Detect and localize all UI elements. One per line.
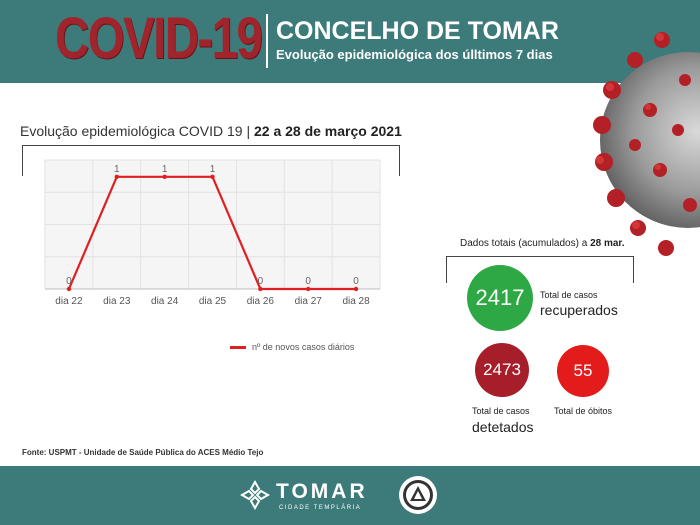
legend-label: nº de novos casos diários — [252, 342, 355, 352]
covid-title: COVID-19 — [55, 6, 263, 71]
detetados-label-1: Total de casos — [472, 406, 530, 416]
data-point — [66, 286, 72, 292]
chart-title-range: 22 a 28 de março 2021 — [253, 123, 402, 139]
detetados-circle: 2473 — [475, 343, 529, 397]
banner-subtitle: Evolução epidemiológica dos úlltimos 7 d… — [276, 47, 553, 62]
legend-swatch — [230, 345, 246, 349]
footer-brand: TOMAR — [276, 480, 368, 503]
place-title: CONCELHO DE TOMAR — [276, 17, 559, 45]
detetados-label-2: detetados — [472, 419, 534, 435]
chart-legend: nº de novos casos diários — [230, 342, 354, 352]
x-tick-label: dia 26 — [247, 296, 275, 307]
recuperados-label-1: Total de casos — [540, 290, 598, 300]
footer-brand-sub: CIDADE TEMPLÁRIA — [279, 505, 362, 511]
chart-title: Evolução epidemiológica COVID 19 | 22 a … — [20, 122, 402, 140]
data-label: 0 — [66, 276, 72, 287]
data-label: 0 — [305, 276, 311, 287]
chart-bracket — [22, 145, 400, 176]
recuperados-value: 2417 — [475, 285, 525, 310]
x-tick-label: dia 22 — [55, 296, 83, 307]
x-tick-label: dia 23 — [103, 296, 131, 307]
totals-label-prefix: Dados totais (acumulados) a — [460, 238, 591, 249]
banner-divider — [266, 14, 268, 68]
data-label: 0 — [353, 276, 359, 287]
data-label: 1 — [210, 164, 216, 175]
x-tick-label: dia 28 — [342, 296, 370, 307]
totals-label-date: 28 mar. — [590, 238, 625, 249]
recuperados-circle: 2417 — [467, 265, 533, 331]
header-banner — [0, 0, 700, 83]
data-label: 1 — [114, 164, 120, 175]
municipal-seal-icon — [399, 476, 437, 514]
data-point — [210, 174, 215, 180]
obitos-circle: 55 — [557, 345, 609, 397]
footer-banner — [0, 466, 700, 525]
x-tick-label: dia 27 — [295, 296, 323, 307]
obitos-label: Total de óbitos — [554, 406, 613, 416]
data-point — [114, 174, 119, 180]
x-tick-label: dia 24 — [151, 296, 179, 307]
data-label: 0 — [258, 276, 264, 287]
data-label: 1 — [162, 164, 168, 175]
detetados-value: 2473 — [483, 360, 521, 379]
obitos-value: 55 — [573, 361, 593, 380]
recuperados-label-2: recuperados — [540, 302, 618, 318]
tomar-cross-icon — [240, 480, 270, 510]
data-point — [306, 286, 311, 292]
data-point — [353, 286, 359, 292]
virus-icon — [593, 32, 700, 256]
totals-bracket — [446, 256, 634, 283]
data-point — [258, 286, 263, 292]
data-point — [162, 174, 167, 180]
chart-title-prefix: Evolução epidemiológica COVID 19 | — [20, 123, 254, 139]
source-note: Fonte: USPMT - Unidade de Saúde Pública … — [22, 448, 264, 457]
x-tick-label: dia 25 — [199, 296, 227, 307]
totals-label: Dados totais (acumulados) a 28 mar. — [460, 238, 625, 249]
